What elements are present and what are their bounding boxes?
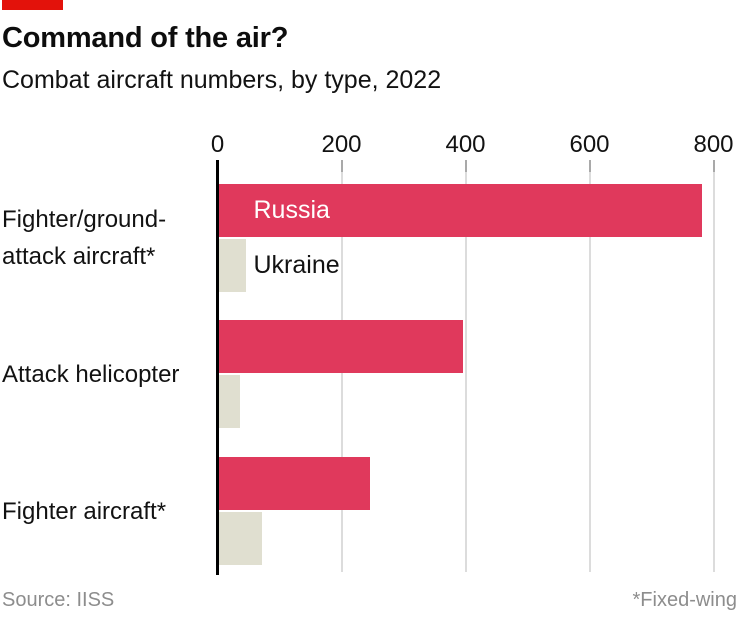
category-label-2: Fighter aircraft*	[2, 457, 207, 565]
chart-subtitle: Combat aircraft numbers, by type, 2022	[2, 66, 442, 94]
x-axis-zero-line	[216, 160, 219, 575]
x-tick-mark-200	[340, 160, 343, 172]
category-label-line: Attack helicopter	[2, 360, 180, 388]
category-label-line: attack aircraft*	[2, 243, 156, 270]
category-label-line: Fighter/ground-	[2, 206, 167, 233]
x-tick-label-400: 400	[445, 131, 486, 158]
x-tick-mark-400	[464, 160, 467, 172]
source-note: Source: IISS	[2, 589, 115, 611]
bar-ukraine-2	[218, 512, 262, 565]
bar-russia-2	[218, 457, 371, 510]
bar-russia-0	[218, 184, 703, 237]
chart-title: Command of the air?	[2, 22, 289, 54]
x-tick-label-600: 600	[569, 131, 610, 158]
bar-russia-1	[218, 320, 464, 373]
category-label-1: Attack helicopter	[2, 320, 207, 428]
x-tick-label-200: 200	[321, 131, 362, 158]
footnote-fixed-wing: *Fixed-wing	[632, 589, 737, 611]
category-label-0: Fighter/ground-attack aircraft*	[2, 184, 207, 292]
x-tick-label-800: 800	[693, 131, 734, 158]
category-label-line: Fighter aircraft*	[2, 497, 167, 525]
gridline-800	[712, 172, 715, 572]
x-tick-label-0: 0	[210, 131, 225, 158]
legend-russia-label: Russia	[253, 195, 330, 224]
x-tick-mark-600	[588, 160, 591, 172]
gridline-600	[588, 172, 591, 572]
x-tick-mark-800	[712, 160, 715, 172]
gridline-400	[464, 172, 467, 572]
brand-red-tab-icon	[2, 0, 63, 10]
bar-ukraine-1	[218, 375, 241, 428]
legend-ukraine-label: Ukraine	[253, 250, 340, 279]
bar-ukraine-0	[218, 239, 247, 292]
